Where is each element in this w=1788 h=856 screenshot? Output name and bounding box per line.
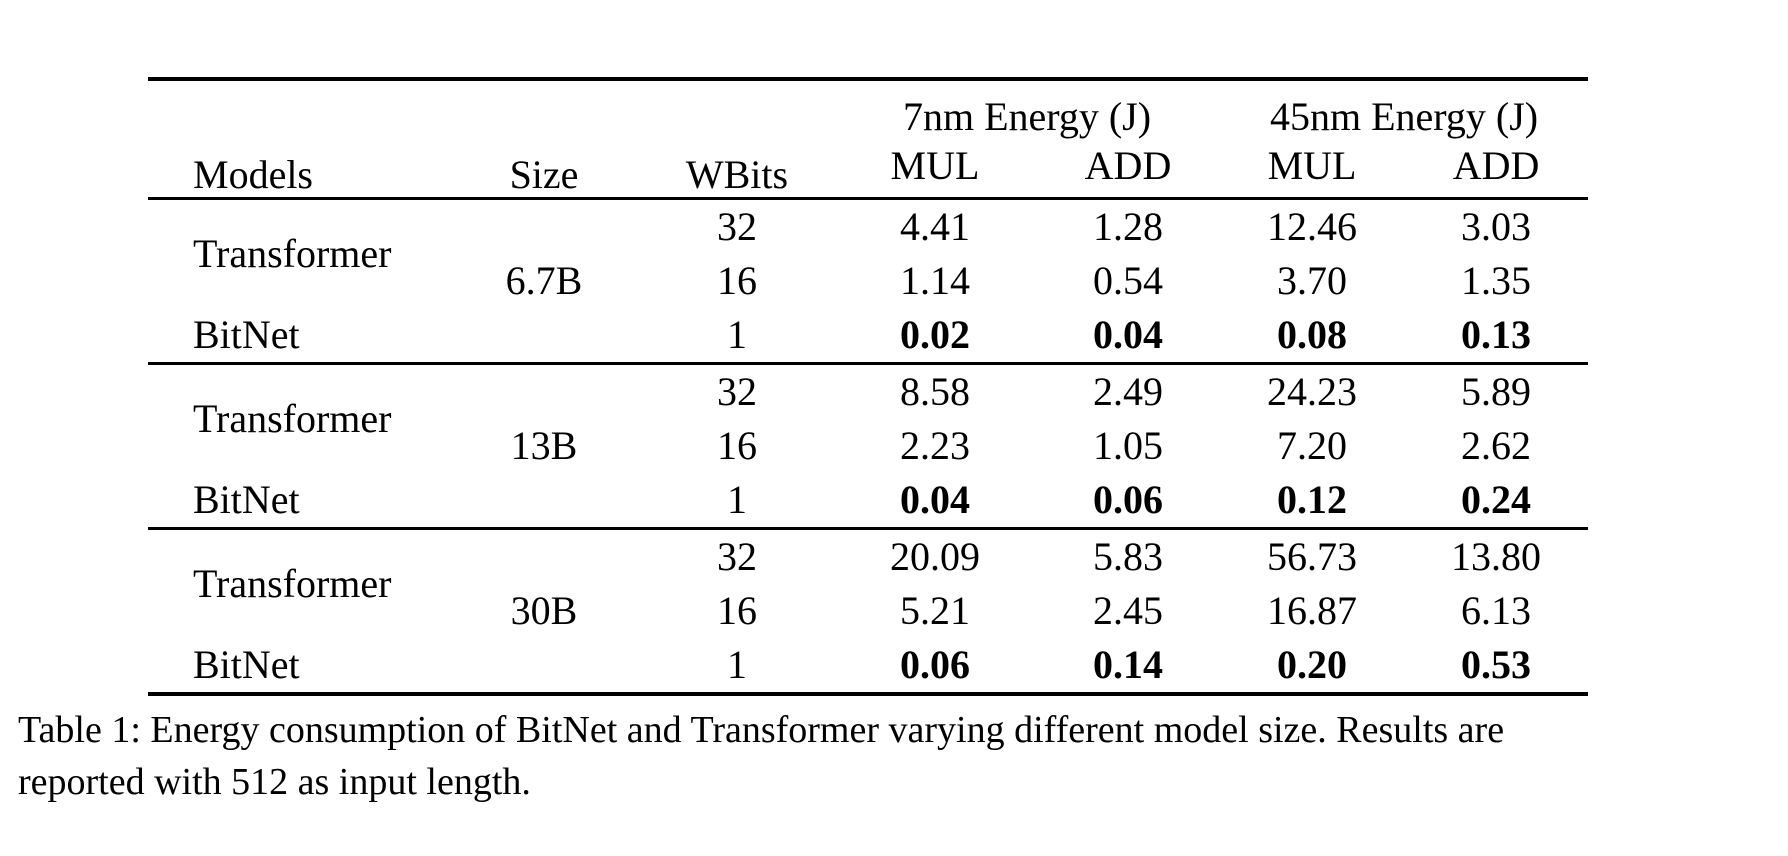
table-row: Transformer 13B 32 8.58 2.49 24.23 5.89 (148, 364, 1588, 468)
group-6-7b: Transformer 6.7B 32 4.41 1.28 12.46 3.03… (148, 198, 1589, 364)
table-row: 16 1.14 0.54 3.70 1.35 (148, 254, 1588, 308)
caption-line-1: Table 1: Energy consumption of BitNet an… (18, 709, 1505, 751)
cell-7nm-add: 2.49 (1093, 369, 1163, 414)
table-row: 16 5.21 2.45 16.87 6.13 (148, 584, 1588, 638)
cell-45nm-mul: 56.73 (1267, 534, 1358, 579)
cell-7nm-mul: 4.41 (900, 204, 970, 249)
cell-wbits: 32 (717, 204, 757, 249)
cell-7nm-add: 0.04 (1093, 312, 1163, 357)
cell-model-bitnet: BitNet (193, 477, 300, 522)
cell-7nm-mul: 20.09 (890, 534, 980, 579)
cell-7nm-mul: 0.06 (900, 642, 970, 687)
cell-7nm-add: 1.05 (1093, 423, 1163, 468)
table-row: BitNet 1 0.04 0.06 0.12 0.24 (148, 473, 1588, 529)
cell-45nm-add: 5.89 (1461, 369, 1532, 414)
cell-model-bitnet: BitNet (193, 642, 300, 687)
cell-wbits: 32 (717, 369, 757, 414)
cell-45nm-mul: 3.70 (1277, 258, 1348, 303)
group-13b: Transformer 13B 32 8.58 2.49 24.23 5.89 … (148, 363, 1589, 529)
cell-wbits: 1 (727, 642, 747, 687)
cell-7nm-mul: 1.14 (900, 258, 970, 303)
cell-wbits: 1 (727, 312, 747, 357)
cell-45nm-add: 0.53 (1461, 642, 1532, 687)
cell-45nm-add: 13.80 (1451, 534, 1542, 579)
table-row: Transformer 30B 32 20.09 5.83 56.73 13.8… (148, 529, 1588, 633)
cell-45nm-add: 0.24 (1461, 477, 1532, 522)
col-group-7nm-energy: 7nm Energy (J) (902, 94, 1152, 139)
cell-7nm-add: 0.06 (1093, 477, 1163, 522)
cell-45nm-add: 1.35 (1461, 258, 1532, 303)
cell-7nm-mul: 5.21 (900, 588, 970, 633)
cell-model-bitnet: BitNet (193, 312, 300, 357)
col-header-45nm-add: ADD (1452, 143, 1540, 188)
cell-7nm-add: 2.45 (1093, 588, 1163, 633)
cell-wbits: 16 (717, 588, 757, 633)
group-30b: Transformer 30B 32 20.09 5.83 56.73 13.8… (148, 528, 1589, 695)
energy-table-figure: Models Size WBits 7nm Energy (J) 45nm En… (148, 77, 1589, 696)
col-group-45nm-energy: 45nm Energy (J) (1269, 94, 1539, 139)
col-header-7nm-mul: MUL (890, 143, 980, 188)
cell-wbits: 16 (717, 423, 757, 468)
cell-45nm-mul: 0.12 (1277, 477, 1348, 522)
header-row-subcolumns: MUL ADD MUL ADD (148, 139, 1588, 199)
table-caption: Table 1: Energy consumption of BitNet an… (18, 704, 1758, 808)
col-header-models: Models (193, 152, 313, 197)
cell-7nm-add: 5.83 (1093, 534, 1163, 579)
cell-45nm-mul: 7.20 (1277, 423, 1348, 468)
col-header-45nm-mul: MUL (1267, 143, 1357, 188)
cell-45nm-add: 6.13 (1461, 588, 1532, 633)
cell-7nm-add: 1.28 (1093, 204, 1163, 249)
cell-7nm-mul: 0.02 (900, 312, 970, 357)
energy-table: Models Size WBits 7nm Energy (J) 45nm En… (148, 77, 1589, 696)
cell-45nm-add: 0.13 (1461, 312, 1532, 357)
header-row-groups: Models Size WBits 7nm Energy (J) 45nm En… (148, 79, 1588, 197)
cell-wbits: 16 (717, 258, 757, 303)
cell-45nm-mul: 12.46 (1267, 204, 1358, 249)
cell-45nm-mul: 0.08 (1277, 312, 1348, 357)
cell-size: 6.7B (505, 258, 583, 303)
col-header-wbits: WBits (685, 152, 789, 197)
table-row: 16 2.23 1.05 7.20 2.62 (148, 419, 1588, 473)
cell-45nm-mul: 0.20 (1277, 642, 1348, 687)
table-header: Models Size WBits 7nm Energy (J) 45nm En… (148, 79, 1589, 199)
col-header-7nm-add: ADD (1084, 143, 1172, 188)
cell-model-transformer: Transformer (193, 231, 392, 276)
cell-45nm-add: 2.62 (1461, 423, 1532, 468)
col-header-size: Size (509, 152, 579, 197)
cell-7nm-add: 0.14 (1093, 642, 1163, 687)
table-row: Transformer 6.7B 32 4.41 1.28 12.46 3.03 (148, 199, 1588, 303)
cell-size: 30B (510, 588, 578, 633)
cell-45nm-mul: 24.23 (1267, 369, 1358, 414)
cell-7nm-mul: 2.23 (900, 423, 970, 468)
cell-7nm-add: 0.54 (1093, 258, 1163, 303)
cell-7nm-mul: 8.58 (900, 369, 970, 414)
cell-45nm-add: 3.03 (1461, 204, 1532, 249)
table-row: BitNet 1 0.02 0.04 0.08 0.13 (148, 308, 1588, 364)
cell-wbits: 1 (727, 477, 747, 522)
cell-45nm-mul: 16.87 (1267, 588, 1358, 633)
cell-model-transformer: Transformer (193, 561, 392, 606)
cell-model-transformer: Transformer (193, 396, 392, 441)
cell-size: 13B (510, 423, 578, 468)
caption-line-2: reported with 512 as input length. (18, 761, 531, 803)
table-row: BitNet 1 0.06 0.14 0.20 0.53 (148, 638, 1588, 694)
cell-7nm-mul: 0.04 (900, 477, 970, 522)
cell-wbits: 32 (717, 534, 757, 579)
